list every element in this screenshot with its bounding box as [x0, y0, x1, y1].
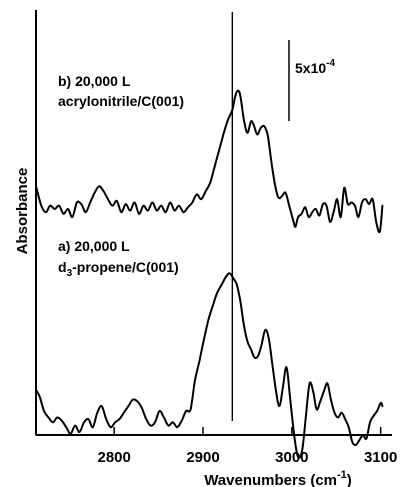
x-axis-label: Wavenumbers (cm-1): [204, 469, 352, 487]
x-tick-label-3100: 3100: [364, 449, 397, 466]
series-a-label-line1: a) 20,000 L: [58, 238, 130, 254]
scale-bar-label-base: 5x10: [295, 60, 326, 76]
x-axis-label-exponent: -1: [337, 469, 347, 481]
spectrum-a-d3-propene: [35, 272, 384, 459]
x-tick-label-3000: 3000: [275, 449, 308, 466]
series-b-label-line2: acrylonitrile/C(001): [58, 93, 184, 109]
series-a-label-part2: -propene/C(001): [72, 259, 179, 275]
scale-bar-label: 5x10-4: [295, 58, 335, 76]
spectrum-b-acrylonitrile: [35, 89, 384, 234]
scale-bar-label-exponent: -4: [326, 58, 335, 69]
y-axis-label: Absorbance: [14, 168, 31, 255]
series-a-label-line2: d3-propene/C(001): [58, 259, 179, 279]
x-axis-label-close: ): [347, 472, 352, 487]
chart-marks: 2800 2900 3000 3100: [35, 10, 397, 466]
series-a-label-part1: d: [58, 259, 67, 275]
x-tick-label-2800: 2800: [97, 449, 130, 466]
series-b-label-line1: b) 20,000 L: [58, 73, 131, 89]
x-axis-label-base: Wavenumbers (cm: [204, 472, 337, 487]
x-tick-label-2900: 2900: [186, 449, 219, 466]
series-a-label-subscript: 3: [67, 268, 73, 279]
